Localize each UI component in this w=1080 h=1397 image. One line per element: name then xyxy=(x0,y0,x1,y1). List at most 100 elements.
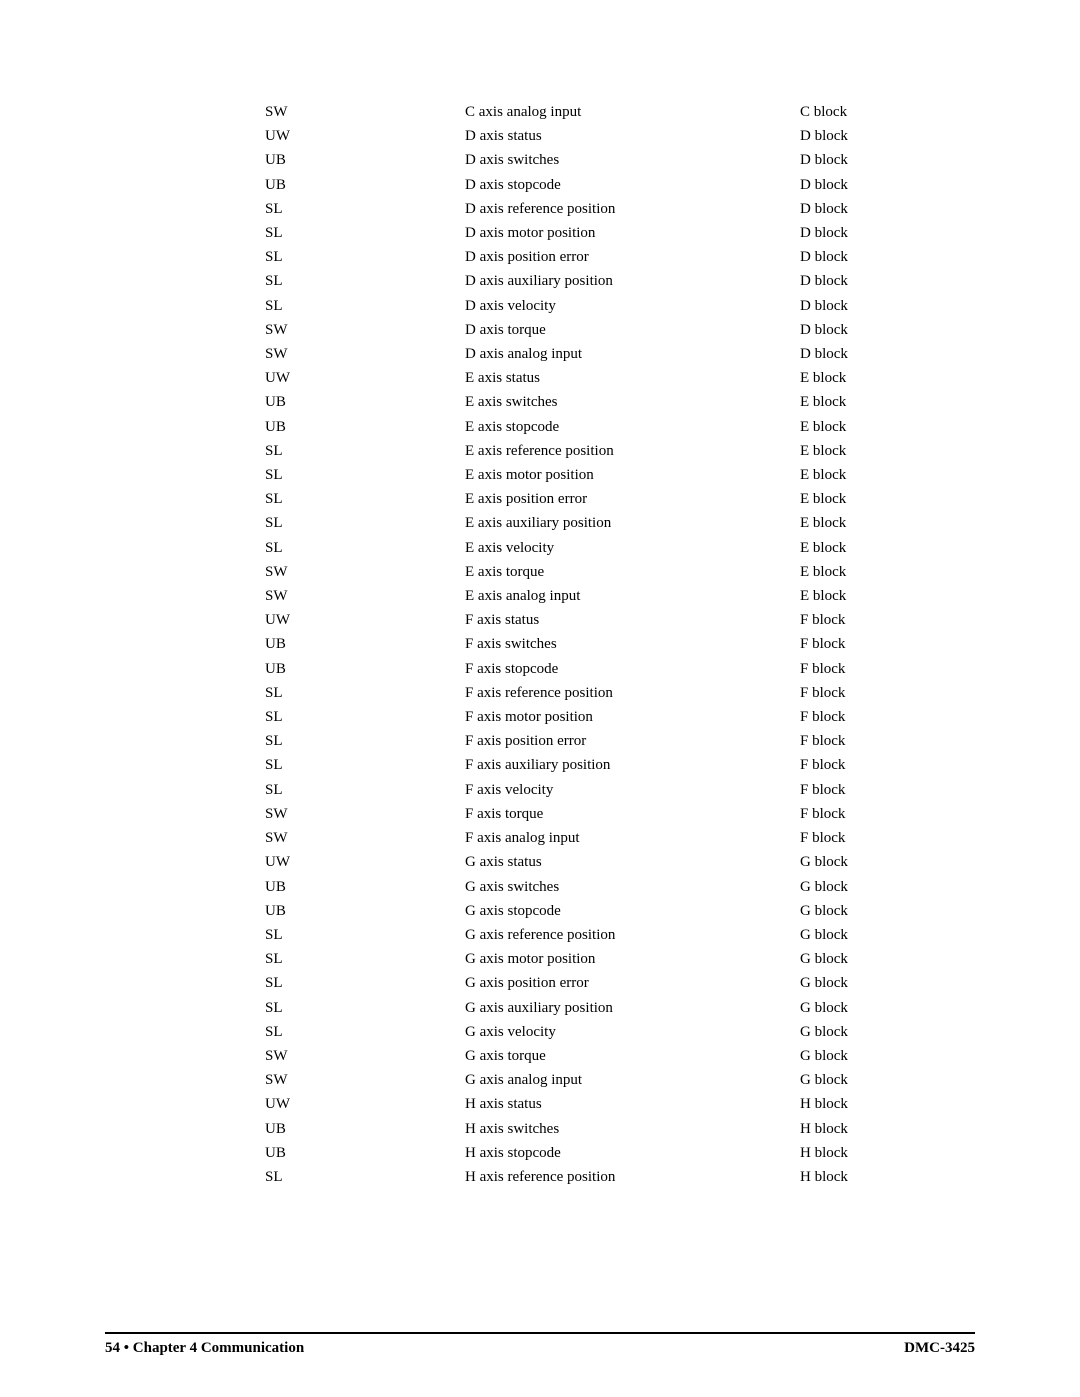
table-row: SLG axis auxiliary positionG block xyxy=(265,996,885,1020)
col-type: UB xyxy=(265,1117,465,1141)
col-block: E block xyxy=(800,487,885,511)
table-row: SLE axis auxiliary positionE block xyxy=(265,511,885,535)
col-block: G block xyxy=(800,850,885,874)
table-row: UWE axis statusE block xyxy=(265,366,885,390)
col-block: F block xyxy=(800,826,885,850)
table-row: SLF axis auxiliary positionF block xyxy=(265,753,885,777)
col-block: E block xyxy=(800,415,885,439)
col-block: C block xyxy=(800,100,885,124)
col-block: G block xyxy=(800,1020,885,1044)
col-description: D axis reference position xyxy=(465,197,800,221)
col-block: E block xyxy=(800,439,885,463)
col-type: SL xyxy=(265,245,465,269)
col-type: SL xyxy=(265,463,465,487)
table-row: UBE axis switchesE block xyxy=(265,390,885,414)
col-description: G axis switches xyxy=(465,875,800,899)
col-type: SL xyxy=(265,753,465,777)
table-row: SLE axis velocityE block xyxy=(265,536,885,560)
col-description: G axis reference position xyxy=(465,923,800,947)
col-block: F block xyxy=(800,753,885,777)
table-row: SLG axis reference positionG block xyxy=(265,923,885,947)
col-block: D block xyxy=(800,221,885,245)
col-type: SL xyxy=(265,294,465,318)
table-row: UWF axis statusF block xyxy=(265,608,885,632)
col-block: F block xyxy=(800,657,885,681)
col-type: UB xyxy=(265,390,465,414)
col-block: D block xyxy=(800,124,885,148)
col-block: G block xyxy=(800,1068,885,1092)
col-block: H block xyxy=(800,1117,885,1141)
page-footer: 54 • Chapter 4 Communication DMC-3425 xyxy=(105,1332,975,1357)
col-type: SW xyxy=(265,100,465,124)
col-block: F block xyxy=(800,632,885,656)
table-row: UWG axis statusG block xyxy=(265,850,885,874)
col-type: UW xyxy=(265,124,465,148)
col-description: F axis auxiliary position xyxy=(465,753,800,777)
col-type: UB xyxy=(265,148,465,172)
col-description: H axis stopcode xyxy=(465,1141,800,1165)
col-block: G block xyxy=(800,923,885,947)
col-description: D axis analog input xyxy=(465,342,800,366)
table-row: SLE axis position errorE block xyxy=(265,487,885,511)
table-row: SLF axis velocityF block xyxy=(265,778,885,802)
col-description: F axis reference position xyxy=(465,681,800,705)
col-description: E axis velocity xyxy=(465,536,800,560)
col-type: SL xyxy=(265,1165,465,1189)
col-block: D block xyxy=(800,318,885,342)
col-block: G block xyxy=(800,899,885,923)
col-block: D block xyxy=(800,294,885,318)
col-block: G block xyxy=(800,947,885,971)
col-description: F axis torque xyxy=(465,802,800,826)
col-type: SL xyxy=(265,681,465,705)
col-type: SW xyxy=(265,318,465,342)
col-type: SL xyxy=(265,971,465,995)
col-description: D axis stopcode xyxy=(465,173,800,197)
col-type: SL xyxy=(265,536,465,560)
col-description: E axis stopcode xyxy=(465,415,800,439)
col-description: E axis motor position xyxy=(465,463,800,487)
table-row: SWE axis analog inputE block xyxy=(265,584,885,608)
col-description: C axis analog input xyxy=(465,100,800,124)
col-block: E block xyxy=(800,463,885,487)
col-block: D block xyxy=(800,173,885,197)
col-type: SL xyxy=(265,269,465,293)
col-type: SL xyxy=(265,947,465,971)
col-block: G block xyxy=(800,1044,885,1068)
table-row: SWD axis torqueD block xyxy=(265,318,885,342)
col-description: D axis status xyxy=(465,124,800,148)
col-description: G axis stopcode xyxy=(465,899,800,923)
table-row: SLF axis motor positionF block xyxy=(265,705,885,729)
col-description: F axis position error xyxy=(465,729,800,753)
table-row: UBD axis stopcodeD block xyxy=(265,173,885,197)
col-type: SL xyxy=(265,1020,465,1044)
col-type: SL xyxy=(265,221,465,245)
col-type: UW xyxy=(265,366,465,390)
col-type: SL xyxy=(265,197,465,221)
table-row: SWC axis analog inputC block xyxy=(265,100,885,124)
table-row: SLG axis motor positionG block xyxy=(265,947,885,971)
col-description: E axis status xyxy=(465,366,800,390)
col-description: E axis torque xyxy=(465,560,800,584)
col-type: SL xyxy=(265,996,465,1020)
col-block: D block xyxy=(800,197,885,221)
col-description: D axis position error xyxy=(465,245,800,269)
table-row: SWG axis torqueG block xyxy=(265,1044,885,1068)
col-description: F axis switches xyxy=(465,632,800,656)
col-description: H axis switches xyxy=(465,1117,800,1141)
col-block: H block xyxy=(800,1141,885,1165)
data-record-table: SWC axis analog inputC blockUWD axis sta… xyxy=(265,100,885,1189)
col-block: D block xyxy=(800,342,885,366)
table-row: UBF axis stopcodeF block xyxy=(265,657,885,681)
col-description: D axis velocity xyxy=(465,294,800,318)
col-block: E block xyxy=(800,584,885,608)
table-row: SWF axis analog inputF block xyxy=(265,826,885,850)
col-description: G axis velocity xyxy=(465,1020,800,1044)
col-description: E axis reference position xyxy=(465,439,800,463)
col-block: F block xyxy=(800,608,885,632)
table-row: UBG axis switchesG block xyxy=(265,875,885,899)
table-row: SLD axis velocityD block xyxy=(265,294,885,318)
col-type: UB xyxy=(265,415,465,439)
col-description: F axis stopcode xyxy=(465,657,800,681)
col-type: SL xyxy=(265,439,465,463)
col-description: D axis auxiliary position xyxy=(465,269,800,293)
